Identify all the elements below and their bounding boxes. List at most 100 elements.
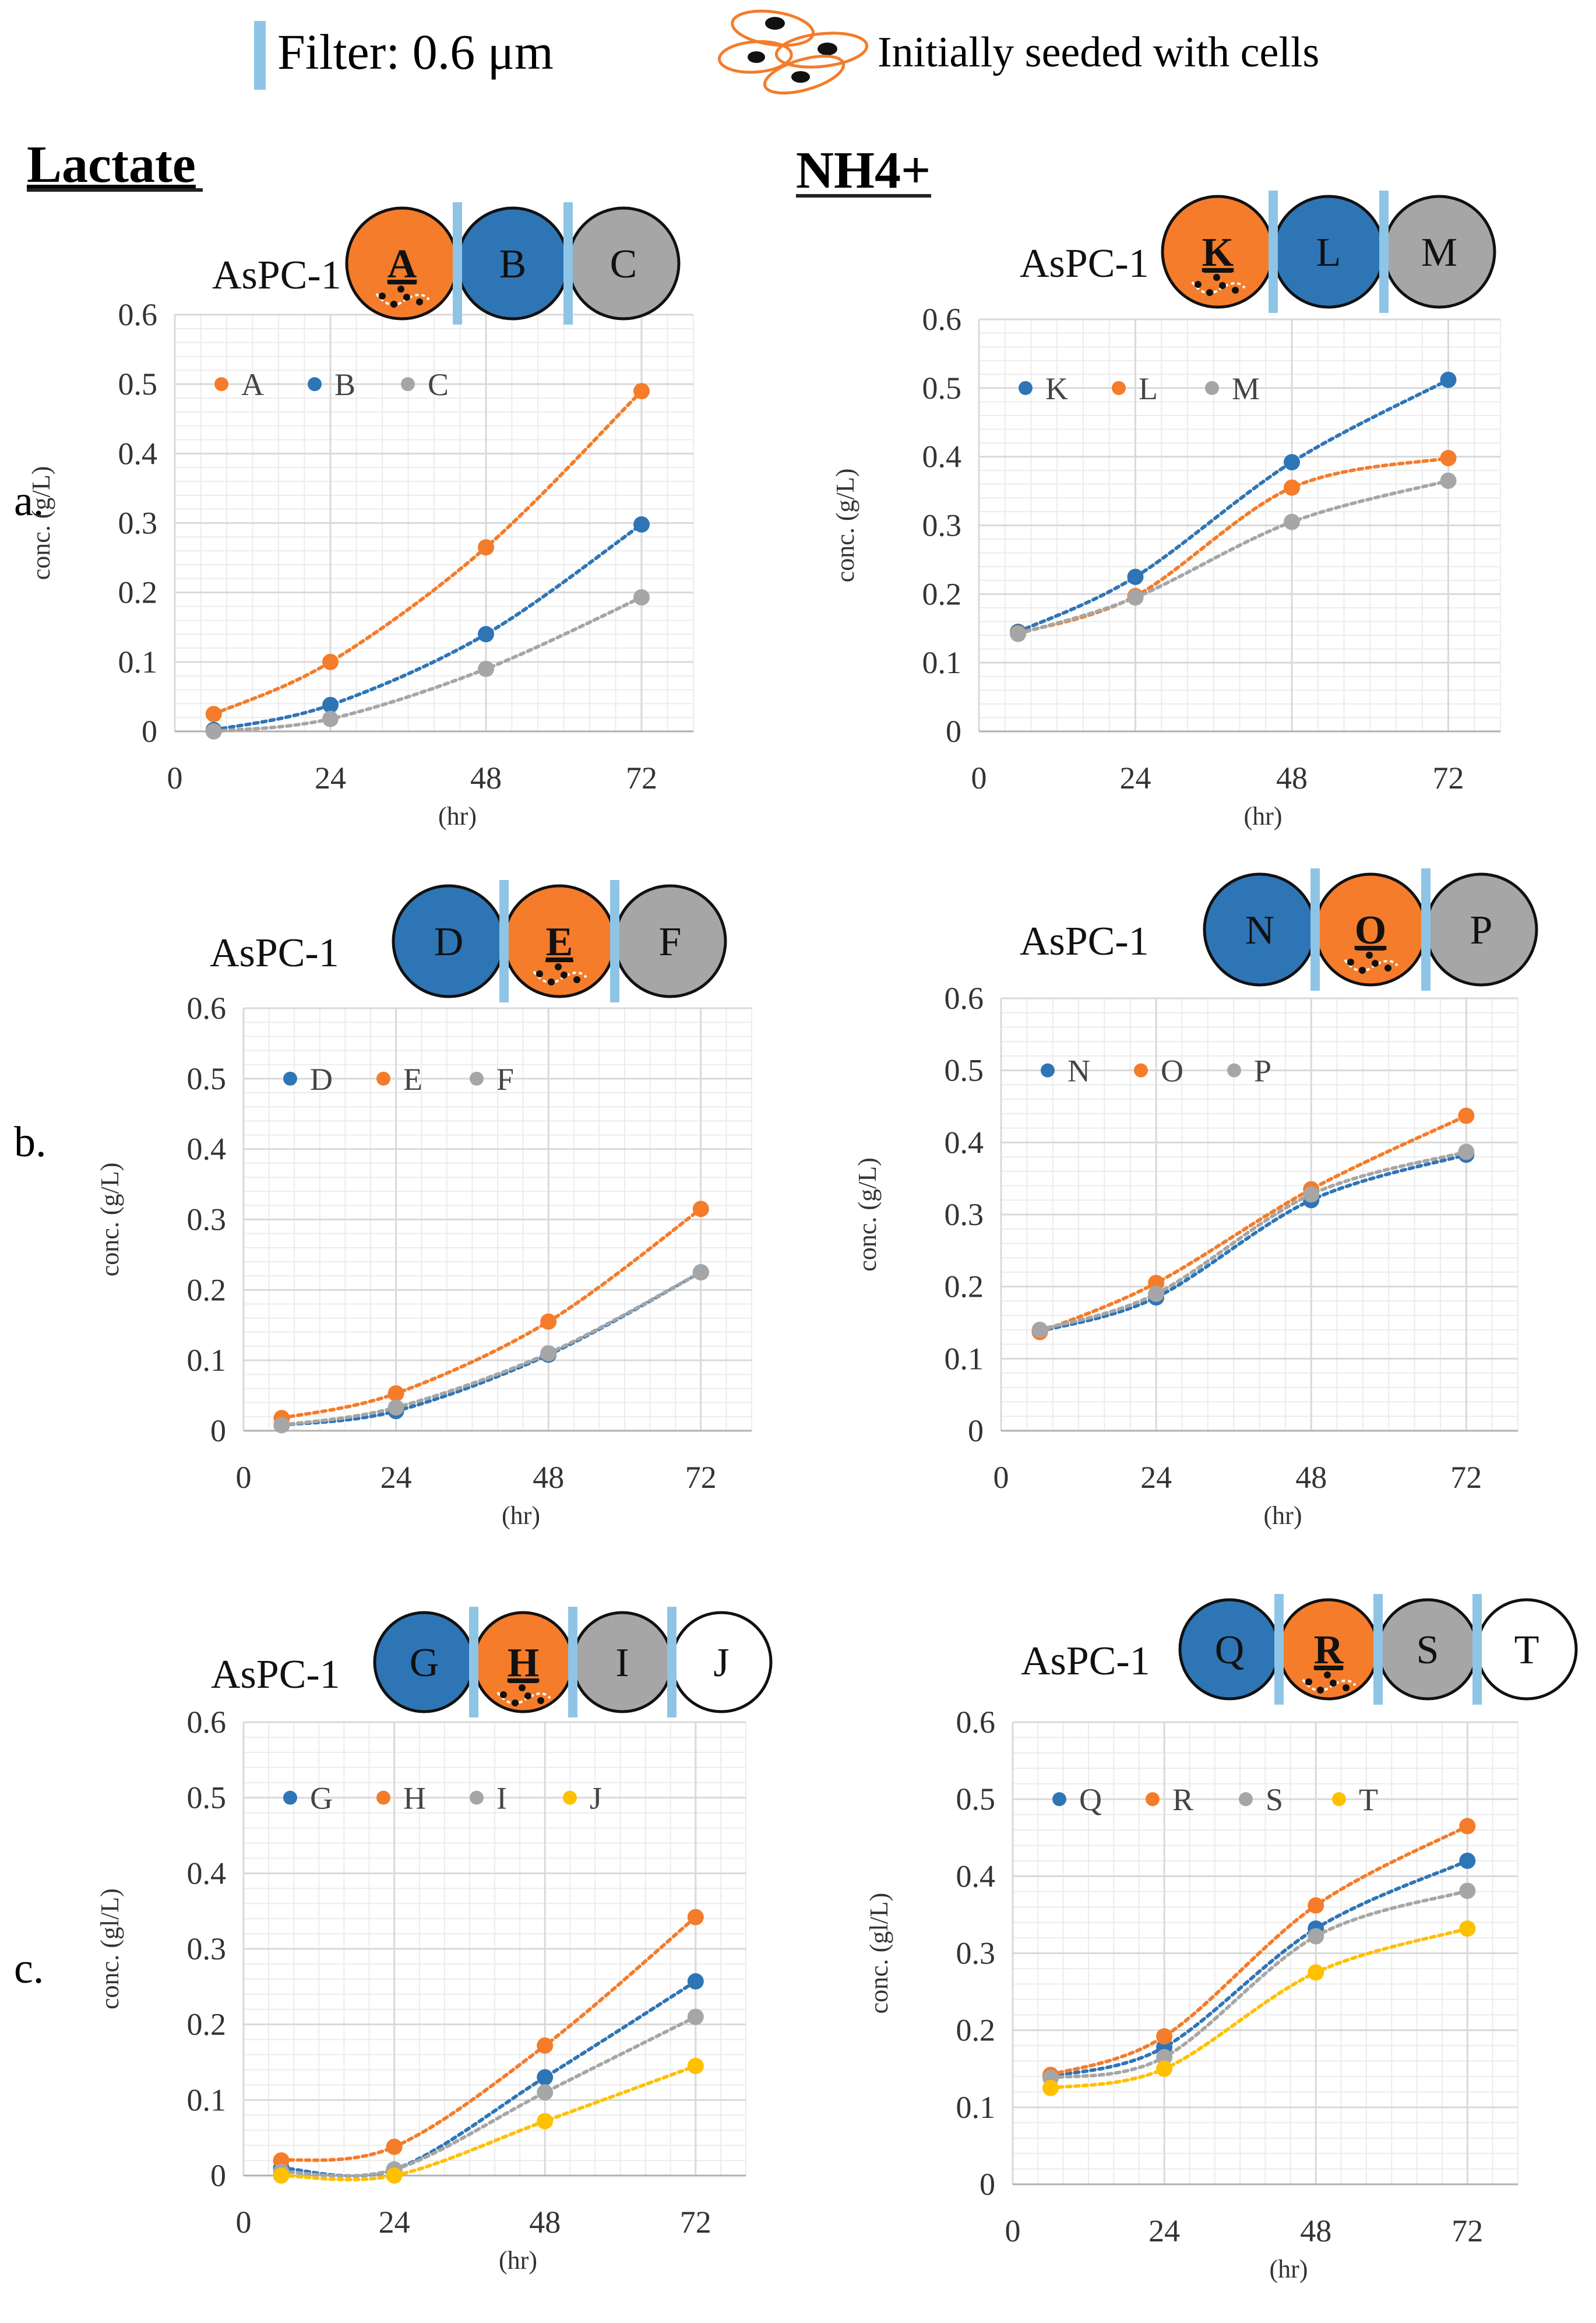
chart-c-nh4-x-tick-label: 72: [1451, 2213, 1483, 2248]
chart-a-nh4-well-K-cell: [1206, 289, 1213, 296]
chart-b-nh4-series-O-point: [1458, 1107, 1475, 1124]
chart-b-nh4-legend-label-P: P: [1254, 1054, 1271, 1089]
chart-a-lactate-cell-line-label: AsPC-1: [212, 253, 341, 298]
chart-b-nh4-y-tick-label: 0.2: [945, 1269, 984, 1304]
chart-b-lactate-legend-marker-E: [376, 1071, 390, 1086]
chart-c-lactate-series-J-point: [687, 2057, 704, 2074]
seeded-legend-label: Initially seeded with cells: [878, 29, 1319, 76]
chart-c-lactate-well-H-cell: [500, 1691, 507, 1698]
chart-b-nh4-x-tick-label: 0: [993, 1460, 1009, 1495]
chart-b-nh4-legend-marker-O: [1134, 1063, 1148, 1078]
chart-b-lactate-y-tick-label: 0.5: [187, 1061, 227, 1096]
chart-a-lactate-series-A-point: [205, 706, 222, 723]
chart-b-lactate-x-tick-label: 48: [533, 1460, 564, 1495]
chart-b-nh4-series-P-point: [1148, 1286, 1165, 1303]
chart-c-nh4: 0 0.1 0.2 0.3 0.4 0.5 0.6 0 24 48 72 (hr) conc. (gl/…: [865, 1594, 1578, 2283]
chart-a-lactate-series-C-point: [633, 589, 650, 606]
chart-b-lactate-series-F-point: [692, 1264, 709, 1281]
chart-a-lactate-well-A-cells-icon: [375, 286, 430, 308]
chart-c-nh4-legend-marker-T: [1332, 1792, 1346, 1807]
chart-a-lactate-legend-label-A: A: [241, 367, 264, 402]
chart-c-nh4-series-S-point: [1156, 2049, 1173, 2065]
chart-c-nh4-cell-line-label: AsPC-1: [1021, 1639, 1150, 1684]
chart-a-lactate-series-B-point: [322, 696, 339, 713]
chart-a-lactate-y-axis-label: conc. (g/L): [27, 466, 55, 580]
chart-a-lactate-well-label-B: B: [499, 242, 527, 287]
chart-b-lactate-filter-bar: [610, 880, 619, 1002]
chart-a-nh4-series-L-point: [1284, 479, 1300, 496]
chart-c-nh4-series-R-point: [1459, 1818, 1476, 1835]
chart-c-nh4-series-S-line: [1049, 1889, 1470, 2080]
chart-a-nh4-well-K-cell: [1213, 274, 1220, 281]
chart-b-nh4-filter-bar: [1310, 868, 1320, 991]
header-legend: Filter: 0.6 μm Initially seeded with cel…: [254, 9, 1319, 95]
chart-b-lactate-series-E-point: [387, 1385, 404, 1402]
chart-b-lactate-y-tick-label: 0.2: [187, 1272, 227, 1307]
chart-a-lactate-well-A-cell: [397, 286, 404, 293]
chart-a-nh4-legend-label-L: L: [1139, 371, 1158, 406]
chart-c-lactate-series-H-line: [279, 1915, 697, 2163]
chart-c-lactate-wells-diagram: G H I J: [373, 1607, 773, 1717]
chart-c-nh4-well-R-cell: [1330, 1680, 1337, 1687]
chart-b-nh4-wells-diagram: N O P: [1203, 868, 1538, 991]
chart-b-nh4-cell-line-label: AsPC-1: [1020, 919, 1149, 964]
chart-a-lactate-well-A-cell: [379, 293, 386, 300]
chart-c-lactate-series-I-line: [279, 2015, 697, 2178]
chart-a-lactate-series-B-line: [212, 522, 643, 732]
chart-b-lactate-well-E-cell: [561, 972, 568, 979]
chart-c-lactate-well-label-H: H: [508, 1641, 539, 1685]
chart-c-nh4-y-tick-label: 0.2: [956, 2013, 996, 2048]
chart-c-nh4-y-tick-label: 0.3: [956, 1936, 996, 1971]
chart-c-lactate: 0 0.1 0.2 0.3 0.4 0.5 0.6 0 24 48 72 (hr) conc. (gl/…: [96, 1607, 773, 2275]
chart-c-nh4-well-R-cell: [1343, 1684, 1350, 1691]
chart-c-nh4-series-R-point: [1308, 1897, 1324, 1914]
chart-a-nh4-legend-marker-L: [1112, 381, 1126, 395]
row-label-a: a.: [14, 477, 44, 525]
chart-b-lactate: 0 0.1 0.2 0.3 0.4 0.5 0.6 0 24 48 72 (hr) conc. (g/L…: [96, 880, 752, 1530]
chart-a-nh4-series-K-point: [1284, 454, 1300, 471]
chart-c-lactate-series-H-point: [687, 1909, 704, 1926]
chart-c-lactate-series-J-point: [273, 2167, 290, 2184]
chart-b-lactate-series-E-point: [540, 1313, 557, 1330]
chart-b-lactate-well-E-cell: [573, 976, 580, 983]
chart-b-lactate-series-E-point: [692, 1201, 709, 1217]
chart-c-nh4-series-T-point: [1042, 2079, 1059, 2096]
chart-a-nh4-series-M-line: [1016, 478, 1450, 636]
chart-c-nh4-x-tick-label: 48: [1300, 2213, 1331, 2248]
chart-a-nh4-x-axis-label: (hr): [1244, 802, 1283, 830]
chart-c-nh4-series-S-point: [1308, 1928, 1324, 1945]
chart-a-nh4-series-M-point: [1127, 589, 1144, 606]
chart-a-lactate-legend-marker-B: [308, 377, 322, 392]
chart-a-lactate-series-C-point: [478, 660, 494, 677]
chart-a-lactate-series-A-point: [633, 383, 650, 400]
chart-b-nh4-legend-label-O: O: [1161, 1054, 1183, 1089]
chart-b-nh4-y-tick-label: 0.3: [945, 1197, 984, 1232]
chart-c-lactate-well-label-J: J: [713, 1641, 729, 1685]
chart-a-nh4-series-M-point: [1284, 513, 1300, 530]
chart-a-lactate-series-A-point: [322, 653, 339, 670]
chart-a-nh4-cell-line-label: AsPC-1: [1020, 241, 1149, 286]
chart-b-lactate-wells-diagram: D E F: [392, 880, 727, 1002]
chart-b-lactate-well-E-cell: [555, 963, 562, 970]
chart-b-lactate-x-tick-label: 0: [236, 1460, 252, 1495]
chart-c-lactate-series-G-point: [687, 1973, 704, 1990]
chart-c-lactate-series-J-point: [386, 2167, 403, 2184]
chart-b-nh4: 0 0.1 0.2 0.3 0.4 0.5 0.6 0 24 48 72 (hr) conc. (g/L…: [853, 868, 1538, 1530]
chart-c-lactate-filter-bar: [667, 1607, 677, 1717]
chart-c-nh4-wells-diagram: Q R S T: [1178, 1594, 1578, 1705]
chart-c-lactate-legend-label-H: H: [403, 1781, 426, 1816]
chart-c-nh4-series-T-point: [1459, 1920, 1476, 1937]
row-label-b: b.: [14, 1118, 47, 1166]
chart-b-nh4-legend: N O P: [1041, 1054, 1271, 1089]
chart-b-lactate-legend-label-E: E: [403, 1062, 422, 1097]
chart-a-nh4-series-M-point: [1440, 472, 1457, 489]
chart-b-lactate-y-tick-label: 0.1: [187, 1343, 227, 1378]
chart-c-lactate-well-label-G: G: [410, 1641, 439, 1685]
chart-a-lactate-series-A-line: [212, 389, 643, 716]
chart-c-nh4-filter-bar: [1373, 1594, 1383, 1705]
chart-a-lactate-legend: A B C: [214, 367, 449, 402]
chart-a-lactate: 0 0.1 0.2 0.3 0.4 0.5 0.6 0 24 48 72 (hr) conc. (g/L…: [27, 202, 694, 830]
chart-b-lactate-y-tick-label: 0.3: [187, 1202, 227, 1237]
